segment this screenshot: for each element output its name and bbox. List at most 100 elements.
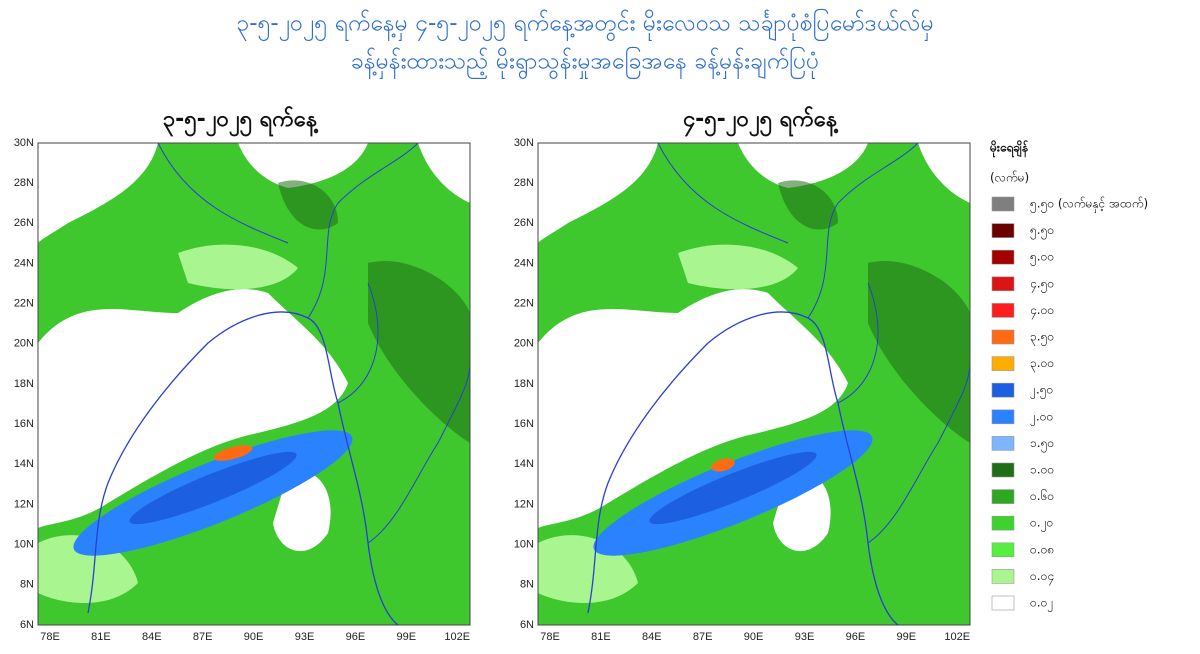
legend-swatch <box>991 595 1015 611</box>
lat-label: 16N <box>514 418 534 430</box>
legend-label: ၂.၅၀ <box>1030 383 1053 400</box>
lon-label: 84E <box>142 631 162 643</box>
legend-swatch <box>991 196 1015 212</box>
legend-label: ၁.၅၀ <box>1030 436 1054 453</box>
lat-label: 24N <box>514 257 534 269</box>
lat-label: 24N <box>14 257 34 269</box>
legend-label: ၅.၀၀ <box>1030 250 1054 267</box>
lon-label: 96E <box>346 631 366 643</box>
legend-label: ၀.၆၀ <box>1030 488 1054 503</box>
lat-label: 30N <box>14 137 34 149</box>
lat-label: 30N <box>514 137 534 149</box>
dry-area <box>38 289 348 528</box>
dry-area <box>238 143 368 188</box>
lat-label: 16N <box>14 418 34 430</box>
legend-swatch <box>991 356 1015 371</box>
panel-title: ၄-၅-၂၀၂၅ ရက်နေ့ <box>683 105 840 137</box>
lat-label: 12N <box>14 498 34 510</box>
lon-label: 87E <box>693 631 713 643</box>
legend-label: ၃.၀၀ <box>1030 356 1054 373</box>
legend-swatch <box>991 409 1015 425</box>
lat-label: 22N <box>14 298 34 310</box>
legend-swatch <box>991 382 1015 398</box>
border <box>157 142 471 544</box>
dry-area <box>918 143 970 203</box>
lat-label: 12N <box>514 498 534 510</box>
legend-label: ၃.၅၀ <box>1030 330 1054 347</box>
lat-label: 20N <box>14 338 34 350</box>
heavy-rain <box>649 451 817 525</box>
legend-swatch <box>991 436 1015 451</box>
lon-label: 87E <box>193 631 213 643</box>
lat-label: 10N <box>14 539 34 551</box>
legend-swatch <box>991 542 1015 558</box>
lat-label: 14N <box>514 458 534 470</box>
light-rain <box>678 244 798 290</box>
legend-label: ၄.၅၀ <box>1030 276 1054 293</box>
lat-label: 8N <box>520 579 534 591</box>
lat-label: 26N <box>514 217 534 229</box>
lon-label: 102E <box>444 631 470 643</box>
lat-label: 6N <box>20 619 34 631</box>
lat-label: 8N <box>20 579 34 591</box>
legend-swatch <box>991 329 1015 345</box>
lon-label: 84E <box>642 631 662 643</box>
legend-swatch <box>991 462 1015 478</box>
legend-swatch <box>991 276 1015 292</box>
legend-label: ၀.၂၀ <box>1030 516 1053 533</box>
lat-label: 18N <box>14 378 34 390</box>
lat-label: 26N <box>14 217 34 229</box>
lon-label: 78E <box>40 631 60 643</box>
legend-unit: (လက်မ) <box>990 170 1029 185</box>
legend-swatch <box>991 569 1015 584</box>
legend-label: ၅.၅၀ <box>1030 223 1054 240</box>
legend-swatch <box>991 223 1015 238</box>
lat-label: 18N <box>514 378 534 390</box>
lon-label: 90E <box>244 631 264 643</box>
moderate-rain <box>868 261 970 443</box>
very-heavy-rain <box>711 458 735 472</box>
lat-label: 28N <box>514 177 534 189</box>
dry-area <box>418 143 470 203</box>
map-frame <box>537 142 971 626</box>
coastline <box>587 311 899 626</box>
legend-label: ၅.၅၀ (လက်မနှင့် အထက်) <box>1030 196 1148 214</box>
moderate-rain <box>368 261 470 443</box>
lon-label: 99E <box>897 631 917 643</box>
legend-swatch <box>991 515 1015 531</box>
lat-label: 6N <box>520 619 534 631</box>
moderate-rain <box>278 180 338 230</box>
legend-label: ၁.၀၀ <box>1030 463 1054 477</box>
lon-label: 93E <box>295 631 315 643</box>
legend-label: ၀.၀၄ <box>1030 569 1054 586</box>
heavy-rain <box>129 451 297 525</box>
title-line: ၃-၅-၂၀၂၅ ရက်နေ့မှ ၄-၅-၂၀၂၅ ရက်နေ့အတွင်း … <box>236 10 934 42</box>
legend-label: ၂.၀၀ <box>1030 409 1053 426</box>
panel-title: ၃-၅-၂၀၂၅ ရက်နေ့ <box>163 105 320 137</box>
legend-label: ၀.၀၈ <box>1030 542 1054 556</box>
map-frame <box>37 142 471 626</box>
dry-area <box>738 143 868 188</box>
legend-swatch <box>991 303 1015 318</box>
dry-area <box>538 143 658 243</box>
lon-label: 78E <box>540 631 560 643</box>
lon-label: 93E <box>795 631 815 643</box>
lon-label: 90E <box>744 631 764 643</box>
lat-label: 22N <box>514 298 534 310</box>
legend-label: ၀.၀၂ <box>1030 596 1053 613</box>
lon-label: 102E <box>944 631 970 643</box>
lat-label: 28N <box>14 177 34 189</box>
coastline <box>87 311 399 626</box>
lon-label: 81E <box>91 631 111 643</box>
lon-label: 81E <box>591 631 611 643</box>
very-heavy-rain <box>213 445 253 461</box>
lat-label: 14N <box>14 458 34 470</box>
legend-swatch <box>991 489 1015 504</box>
legend-swatch <box>991 249 1015 265</box>
border <box>657 142 971 544</box>
light-rain <box>178 244 298 290</box>
lon-label: 99E <box>397 631 417 643</box>
moderate-rain <box>778 180 838 230</box>
legend-label: ၄.၀၀ <box>1030 303 1054 320</box>
